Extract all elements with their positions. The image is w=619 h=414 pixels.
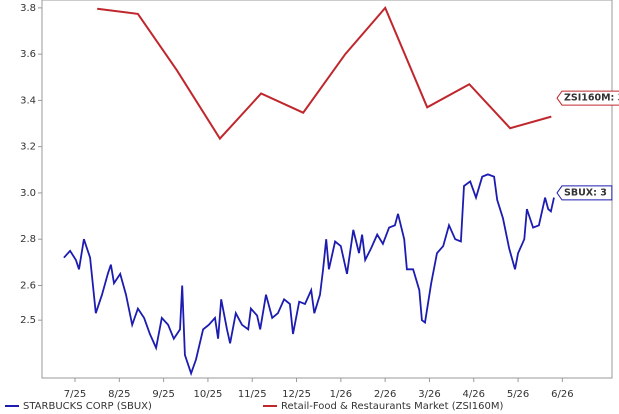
legend-label: STARBUCKS CORP (SBUX) [23,401,152,412]
y-tick-label: 3.4 [20,95,36,106]
x-tick-label: 10/25 [194,389,223,400]
end-tag-label: ZSI160M: 3.41 [564,93,619,104]
end-tag-box [556,185,613,201]
y-tick-label: 2.6 [20,280,36,291]
y-tick-label: 3.6 [20,49,36,60]
x-tick-label: 8/25 [108,389,130,400]
x-tick-label: 4/26 [463,389,485,400]
y-tick-label: 2.5 [20,315,36,326]
end-tag-box [556,90,619,106]
end-tag: SBUX: 3 [556,185,613,201]
y-tick-label: 3.2 [20,142,36,153]
x-tick-label: 6/26 [551,389,573,400]
x-tick-label: 5/26 [507,389,529,400]
y-tick-label: 3.8 [20,3,36,14]
end-tag-label: SBUX: 3 [564,187,607,198]
x-tick-label: 1/26 [330,389,352,400]
y-tick-label: 2.8 [20,234,36,245]
x-tick-label: 7/25 [64,389,86,400]
legend-label: Retail-Food & Restaurants Market (ZSI160… [281,401,503,412]
x-tick-label: 12/25 [282,389,311,400]
series-line [97,6,552,141]
plot-frame [41,0,613,379]
y-tick-label: 3.0 [20,188,36,199]
x-tick-label: 2/26 [374,389,396,400]
series-line [63,173,555,377]
x-tick-label: 11/25 [238,389,267,400]
x-tick-label: 3/26 [418,389,440,400]
x-tick-label: 9/25 [152,389,174,400]
end-tag: ZSI160M: 3.41 [556,90,619,106]
